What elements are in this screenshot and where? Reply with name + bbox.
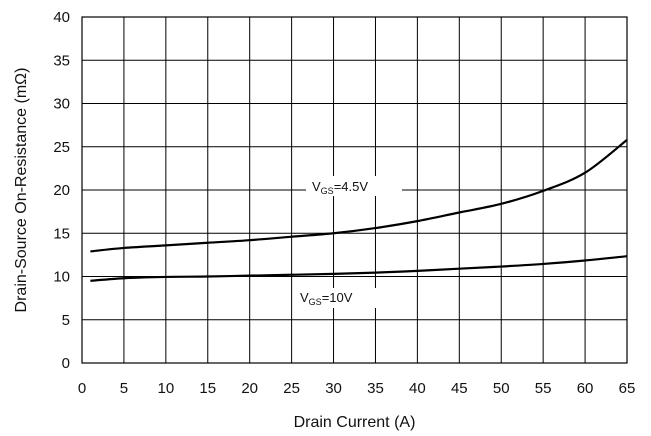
y-tick-label: 5 [62,312,70,329]
annotation-background [306,176,402,196]
annotation-background [298,288,382,308]
y-axis-ticks: 0 5 10 15 20 25 30 35 40 [53,9,70,372]
x-tick-label: 50 [493,380,510,397]
annotation-suffix: =4.5V [334,179,369,194]
x-tick-label: 25 [283,380,300,397]
series-annotation-vgs-10v: VGS=10V [298,288,382,308]
series-annotation-vgs-4.5v: VGS=4.5V [306,176,402,196]
y-tick-label: 35 [53,52,70,69]
x-tick-label: 30 [325,380,342,397]
y-tick-label: 10 [53,269,70,286]
x-tick-label: 10 [158,380,175,397]
annotation-label: VGS=10V [300,290,353,307]
x-tick-label: 55 [535,380,552,397]
annotation-suffix: =10V [322,290,353,305]
annotation-subscript: GS [309,297,322,307]
series-line-0 [90,138,628,253]
y-tick-label: 15 [53,225,70,242]
y-tick-label: 25 [53,139,70,156]
x-tick-label: 60 [577,380,594,397]
y-axis-title: Drain-Source On-Resistance (mΩ) [13,68,30,313]
x-axis-title: Drain Current (A) [294,414,416,431]
annotation-prefix: V [300,290,309,305]
y-tick-label: 40 [53,9,70,26]
x-tick-label: 65 [619,380,636,397]
annotation-prefix: V [312,179,321,194]
x-tick-label: 5 [120,380,128,397]
y-tick-label: 30 [53,96,70,113]
x-tick-label: 45 [451,380,468,397]
y-tick-label: 0 [62,355,70,372]
series-line-1 [90,255,628,282]
x-axis-ticks: 0 5 10 15 20 25 30 35 40 45 50 55 60 65 [78,380,636,397]
x-tick-label: 0 [78,380,86,397]
y-tick-label: 20 [53,182,70,199]
annotation-subscript: GS [321,186,334,196]
plot-frame [81,16,628,364]
annotation-label: VGS=4.5V [312,179,368,196]
x-tick-label: 40 [409,380,426,397]
x-tick-label: 20 [241,380,258,397]
x-tick-label: 15 [199,380,216,397]
x-tick-label: 35 [367,380,384,397]
series-group [90,138,628,282]
